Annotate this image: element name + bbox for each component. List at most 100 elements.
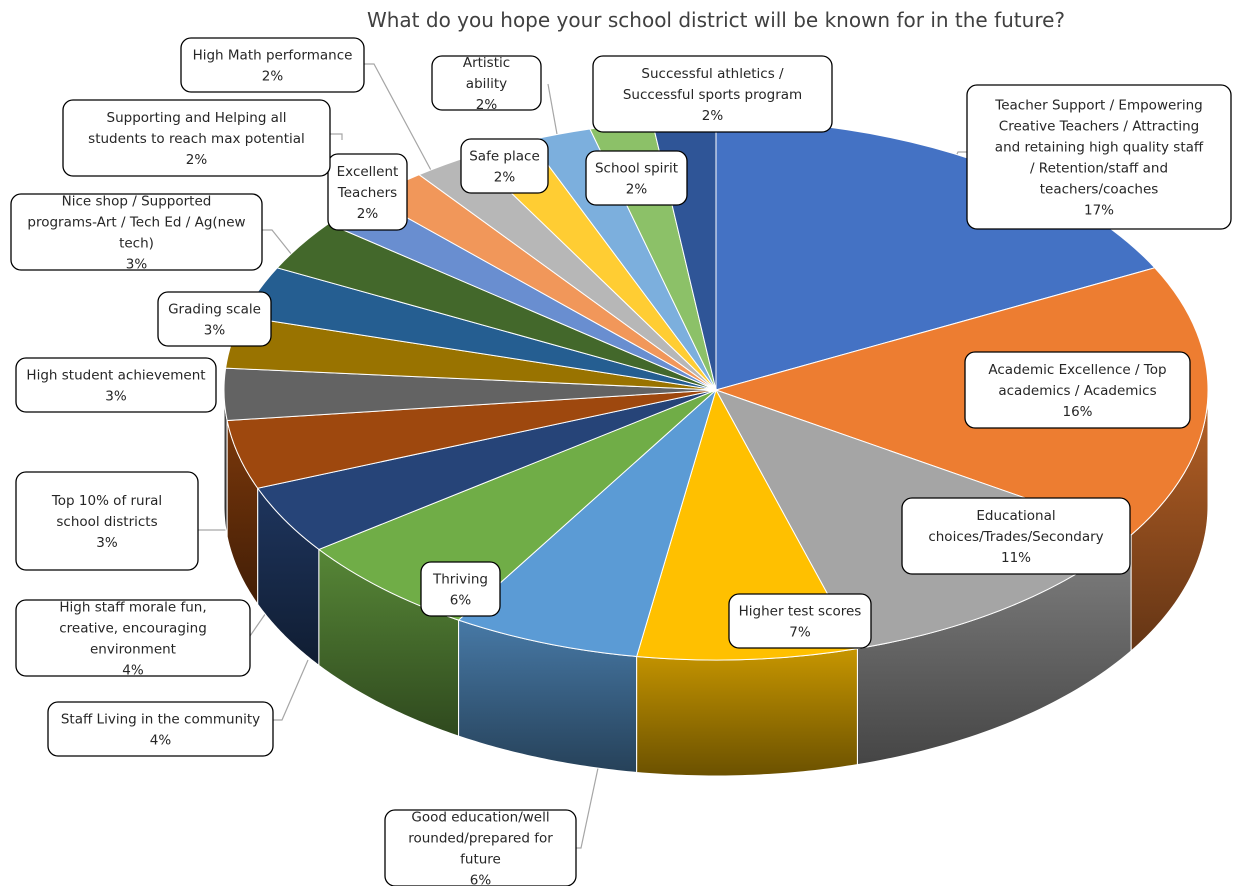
data-label-text: School spirit bbox=[595, 161, 678, 177]
data-label-percent: 3% bbox=[105, 389, 127, 405]
data-label-box bbox=[964, 351, 1191, 429]
pie-sides bbox=[223, 389, 1209, 777]
data-label-3: Higher test scores 7% bbox=[728, 593, 872, 649]
data-label-percent: 2% bbox=[186, 152, 208, 168]
data-label-box bbox=[966, 84, 1232, 230]
data-label-13: Supporting and Helping all students to re… bbox=[62, 99, 331, 177]
chart-title: What do you hope your school district wi… bbox=[367, 8, 1065, 32]
data-label-text: High student achievement bbox=[26, 368, 205, 384]
data-label-text: Teacher Support / Empowering bbox=[994, 98, 1202, 114]
data-label-4: Good education/well rounded/prepared for f… bbox=[384, 809, 577, 886]
data-label-text: Academic Excellence / Top bbox=[988, 362, 1166, 378]
leader-line-13 bbox=[330, 133, 343, 140]
data-label-text: Top 10% of rural bbox=[51, 493, 162, 509]
data-label-18: School spirit 2% bbox=[585, 150, 688, 206]
data-label-text: Higher test scores bbox=[739, 604, 862, 620]
data-label-text: environment bbox=[90, 642, 176, 658]
data-label-text: and retaining high quality staff bbox=[995, 140, 1204, 156]
data-label-percent: 2% bbox=[702, 108, 724, 124]
data-label-percent: 6% bbox=[450, 593, 472, 609]
data-label-text: Creative Teachers / Attracting bbox=[999, 119, 1199, 135]
data-label-text: programs-Art / Tech Ed / Ag(new bbox=[27, 215, 245, 231]
data-label-text: High staff morale fun, bbox=[59, 600, 206, 616]
data-label-box bbox=[15, 357, 217, 413]
pie-slice-5 bbox=[317, 389, 717, 621]
data-label-9: High student achievement 3% bbox=[15, 357, 217, 413]
data-label-0: Teacher Support / Empowering Creative Tea… bbox=[966, 84, 1232, 230]
data-label-box bbox=[47, 701, 274, 757]
data-label-text: / Retention/staff and bbox=[1030, 161, 1168, 177]
data-label-14: High Math performance 2% bbox=[180, 37, 365, 93]
data-label-box bbox=[157, 291, 272, 347]
data-label-text: Artistic bbox=[463, 55, 510, 71]
pie-slice-4 bbox=[457, 388, 717, 658]
data-label-10: Grading scale 3% bbox=[157, 291, 272, 347]
data-label-16: Artistic ability 2% bbox=[431, 55, 542, 113]
data-label-box bbox=[384, 809, 577, 886]
data-label-box bbox=[728, 593, 872, 649]
data-label-text: Good education/well bbox=[411, 810, 549, 826]
data-label-percent: 3% bbox=[96, 535, 118, 551]
data-label-text: rounded/prepared for bbox=[408, 831, 553, 847]
data-label-percent: 4% bbox=[122, 663, 144, 679]
data-label-11: Nice shop / Supported programs-Art / Tech… bbox=[10, 193, 263, 273]
data-label-box bbox=[585, 150, 688, 206]
data-label-percent: 17% bbox=[1084, 203, 1114, 219]
data-label-text: future bbox=[460, 852, 501, 868]
data-label-text: Educational bbox=[976, 508, 1055, 524]
data-label-text: school districts bbox=[56, 514, 157, 530]
data-label-box bbox=[420, 561, 501, 617]
data-label-percent: 2% bbox=[626, 182, 648, 198]
data-label-box bbox=[15, 471, 199, 571]
data-label-percent: 4% bbox=[150, 733, 172, 749]
data-label-percent: 6% bbox=[470, 873, 492, 886]
data-label-6: Staff Living in the community 4% bbox=[47, 701, 274, 757]
data-label-box bbox=[460, 138, 549, 194]
data-label-percent: 2% bbox=[494, 170, 516, 186]
data-labels: Teacher Support / Empowering Creative Tea… bbox=[10, 37, 1232, 886]
pie-slice-1 bbox=[714, 267, 1209, 536]
data-label-text: ability bbox=[466, 76, 507, 92]
data-label-12: Excellent Teachers 2% bbox=[327, 153, 408, 231]
data-label-percent: 3% bbox=[204, 323, 226, 339]
data-label-1: Academic Excellence / Top academics / Aca… bbox=[964, 351, 1191, 429]
data-label-percent: 2% bbox=[357, 206, 379, 222]
data-label-text: Supporting and Helping all bbox=[107, 110, 287, 126]
data-label-text: tech) bbox=[119, 236, 154, 252]
data-label-text: Staff Living in the community bbox=[61, 712, 260, 728]
data-label-percent: 11% bbox=[1001, 550, 1031, 566]
data-label-box bbox=[592, 55, 833, 133]
data-label-15: Safe place 2% bbox=[460, 138, 549, 194]
data-label-5: Thriving 6% bbox=[420, 561, 501, 617]
data-label-percent: 16% bbox=[1062, 404, 1092, 420]
leader-line-6 bbox=[273, 659, 309, 721]
data-label-box bbox=[901, 497, 1131, 575]
data-label-box bbox=[431, 55, 542, 111]
data-label-text: creative, encouraging bbox=[59, 621, 207, 637]
data-label-percent: 2% bbox=[262, 69, 284, 85]
data-label-text: Thriving bbox=[432, 572, 488, 588]
data-label-text: Safe place bbox=[469, 149, 540, 165]
data-label-17: Successful athletics / Successful sports … bbox=[592, 55, 833, 133]
data-label-text: Grading scale bbox=[168, 302, 261, 318]
data-label-percent: 2% bbox=[476, 97, 498, 113]
data-label-2: Educational choices/Trades/Secondary 11% bbox=[901, 497, 1131, 575]
data-label-text: choices/Trades/Secondary bbox=[928, 529, 1103, 545]
data-label-text: Successful athletics / bbox=[641, 66, 784, 82]
data-label-box bbox=[10, 193, 263, 271]
data-label-box bbox=[327, 153, 408, 231]
data-label-text: teachers/coaches bbox=[1040, 182, 1159, 198]
data-label-percent: 7% bbox=[789, 625, 811, 641]
data-label-text: High Math performance bbox=[193, 48, 353, 64]
data-label-percent: 3% bbox=[126, 257, 148, 273]
data-label-box bbox=[62, 99, 331, 177]
data-label-text: Excellent bbox=[337, 164, 399, 180]
data-label-8: Top 10% of rural school districts 3% bbox=[15, 471, 199, 571]
data-label-box bbox=[15, 599, 251, 677]
data-label-box bbox=[180, 37, 365, 93]
pie-side-3 bbox=[636, 648, 858, 777]
data-label-text: academics / Academics bbox=[998, 383, 1156, 399]
pie-slice-3 bbox=[636, 388, 859, 661]
data-label-7: High staff morale fun, creative, encourag… bbox=[15, 599, 251, 679]
